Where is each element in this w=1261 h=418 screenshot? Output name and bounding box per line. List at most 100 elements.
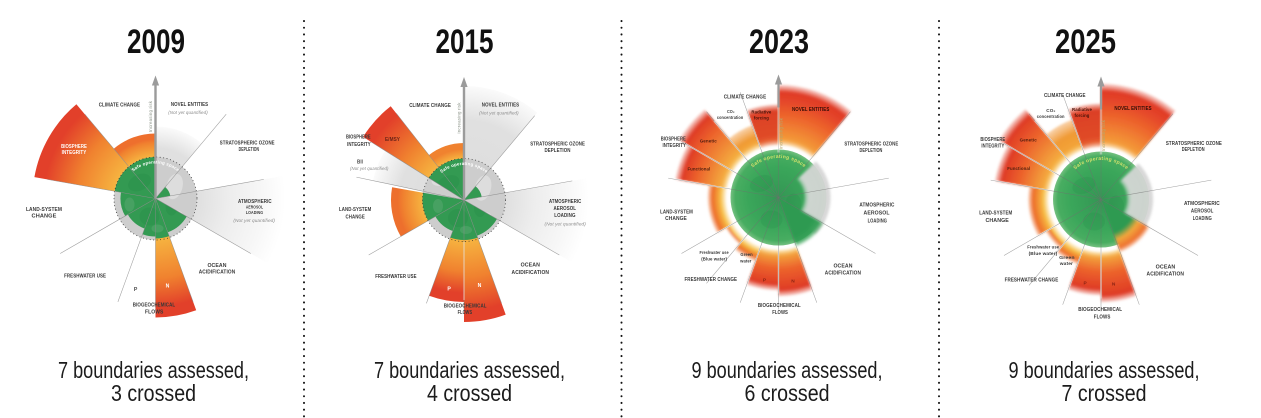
svg-text:ACIDIFICATION: ACIDIFICATION [1147, 272, 1185, 278]
svg-text:OCEAN: OCEAN [833, 264, 852, 270]
svg-text:BIOSPHERE: BIOSPHERE [661, 136, 686, 142]
svg-text:P: P [447, 287, 451, 293]
svg-text:(Blue water): (Blue water) [1029, 251, 1058, 256]
svg-text:N: N [166, 283, 170, 289]
svg-text:ATMOSPHERIC: ATMOSPHERIC [549, 199, 581, 205]
svg-text:(Not yet quantified): (Not yet quantified) [479, 111, 519, 116]
svg-text:LAND-SYSTEM: LAND-SYSTEM [26, 207, 62, 213]
svg-text:BII: BII [357, 159, 363, 165]
svg-text:STRATOSPHERIC OZONE: STRATOSPHERIC OZONE [220, 141, 275, 147]
svg-text:ATMOSPHERIC: ATMOSPHERIC [238, 199, 272, 205]
svg-text:BIOGEOCHEMICAL: BIOGEOCHEMICAL [1078, 307, 1122, 313]
svg-text:STRATOSPHERIC OZONE: STRATOSPHERIC OZONE [530, 142, 585, 148]
svg-text:Increasing risk: Increasing risk [1101, 119, 1106, 151]
svg-text:OCEAN: OCEAN [207, 263, 226, 269]
svg-text:CO₂: CO₂ [727, 109, 735, 115]
svg-text:2025: 2025 [1055, 23, 1116, 61]
svg-text:CHANGE: CHANGE [32, 214, 57, 220]
svg-text:Genetic: Genetic [1020, 138, 1037, 144]
svg-text:(Not yet quantified): (Not yet quantified) [545, 221, 587, 226]
svg-text:7 boundaries assessed,: 7 boundaries assessed, [374, 357, 565, 383]
svg-text:N: N [791, 279, 795, 285]
svg-text:BIOGEOCHEMICAL: BIOGEOCHEMICAL [133, 302, 176, 308]
svg-text:DEPLETION: DEPLETION [239, 147, 260, 153]
svg-text:ACIDIFICATION: ACIDIFICATION [825, 271, 861, 277]
svg-text:INTEGRITY: INTEGRITY [981, 144, 1004, 150]
svg-text:P: P [763, 278, 767, 284]
svg-text:Radiative: Radiative [1072, 107, 1092, 113]
svg-text:BIOGEOCHEMICAL: BIOGEOCHEMICAL [444, 304, 487, 310]
svg-text:NOVEL ENTITIES: NOVEL ENTITIES [1114, 106, 1151, 112]
svg-text:DEPLETION: DEPLETION [1182, 147, 1205, 153]
svg-text:INTEGRITY: INTEGRITY [347, 142, 371, 148]
svg-text:concentration: concentration [717, 115, 743, 121]
svg-text:LAND-SYSTEM: LAND-SYSTEM [660, 209, 693, 215]
svg-text:FRESHWATER USE: FRESHWATER USE [375, 274, 417, 280]
svg-text:7 crossed: 7 crossed [1062, 380, 1147, 406]
svg-text:Radiative: Radiative [751, 110, 771, 116]
svg-text:FRESHWATER CHANGE: FRESHWATER CHANGE [685, 277, 738, 283]
svg-text:(Not yet quantified): (Not yet quantified) [233, 218, 275, 223]
svg-text:NOVEL ENTITIES: NOVEL ENTITIES [792, 107, 829, 113]
svg-text:6 crossed: 6 crossed [745, 380, 830, 406]
svg-text:Genetic: Genetic [700, 139, 717, 145]
svg-text:(Not yet quantified): (Not yet quantified) [350, 166, 389, 171]
svg-text:BIOGEOCHEMICAL: BIOGEOCHEMICAL [758, 303, 801, 309]
svg-text:3 crossed: 3 crossed [111, 380, 196, 406]
svg-text:Increasing risk: Increasing risk [457, 102, 462, 134]
svg-text:LAND-SYSTEM: LAND-SYSTEM [339, 207, 371, 213]
svg-text:CHANGE: CHANGE [986, 218, 1009, 224]
svg-text:CHANGE: CHANGE [665, 216, 687, 222]
svg-text:CHANGE: CHANGE [346, 215, 366, 221]
svg-text:FLOWS: FLOWS [1094, 315, 1111, 321]
svg-text:Green: Green [740, 252, 752, 257]
svg-text:INTEGRITY: INTEGRITY [62, 150, 87, 156]
svg-text:FLOWS: FLOWS [458, 310, 473, 316]
svg-text:ACIDIFICATION: ACIDIFICATION [512, 270, 550, 276]
svg-text:ATMOSPHERIC: ATMOSPHERIC [1184, 201, 1220, 207]
svg-text:AEROSOL: AEROSOL [554, 206, 577, 212]
svg-text:Functional: Functional [687, 167, 710, 173]
svg-text:N: N [1112, 282, 1116, 288]
svg-text:CLIMATE CHANGE: CLIMATE CHANGE [1044, 93, 1086, 99]
svg-text:E/MSY: E/MSY [385, 137, 400, 143]
svg-text:Functional: Functional [1007, 166, 1030, 172]
svg-text:2023: 2023 [749, 23, 809, 61]
svg-text:2015: 2015 [436, 23, 494, 61]
svg-text:LOADING: LOADING [246, 210, 264, 215]
svg-text:AEROSOL: AEROSOL [864, 210, 891, 216]
svg-text:forcing: forcing [1075, 113, 1090, 119]
svg-text:INTEGRITY: INTEGRITY [662, 143, 686, 149]
svg-text:FLOWS: FLOWS [772, 310, 788, 316]
svg-text:STRATOSPHERIC OZONE: STRATOSPHERIC OZONE [1166, 141, 1222, 147]
svg-text:Increasing risk: Increasing risk [778, 117, 783, 149]
svg-text:BIOSPHERE: BIOSPHERE [346, 134, 371, 140]
svg-text:LAND-SYSTEM: LAND-SYSTEM [979, 211, 1012, 217]
svg-text:Freshwater use: Freshwater use [700, 250, 729, 255]
svg-text:OCEAN: OCEAN [1156, 264, 1176, 270]
svg-text:BIOSPHERE: BIOSPHERE [980, 137, 1005, 143]
svg-text:DEPLETION: DEPLETION [860, 148, 883, 154]
svg-text:FLOWS: FLOWS [145, 309, 164, 315]
svg-text:CLIMATE CHANGE: CLIMATE CHANGE [409, 103, 451, 109]
svg-text:ACIDIFICATION: ACIDIFICATION [199, 269, 236, 275]
svg-text:P: P [1083, 281, 1087, 287]
svg-text:(Blue water): (Blue water) [701, 256, 727, 261]
svg-text:CLIMATE CHANGE: CLIMATE CHANGE [99, 102, 141, 108]
svg-text:NOVEL ENTITIES: NOVEL ENTITIES [171, 102, 208, 108]
svg-text:Freshwater use: Freshwater use [1027, 245, 1059, 250]
svg-text:2009: 2009 [127, 23, 185, 61]
svg-text:LOADING: LOADING [868, 218, 887, 224]
svg-text:OCEAN: OCEAN [521, 263, 540, 269]
svg-text:Green: Green [1059, 255, 1075, 260]
svg-text:water: water [1059, 261, 1073, 266]
svg-text:LOADING: LOADING [1193, 216, 1212, 222]
svg-text:Increasing risk: Increasing risk [148, 100, 153, 132]
svg-text:BIOSPHERE: BIOSPHERE [61, 144, 87, 150]
svg-text:LOADING: LOADING [554, 213, 575, 219]
svg-text:AEROSOL: AEROSOL [1191, 209, 1214, 215]
svg-text:CLIMATE CHANGE: CLIMATE CHANGE [724, 94, 767, 100]
svg-text:7 boundaries assessed,: 7 boundaries assessed, [58, 357, 249, 383]
svg-text:DEPLETION: DEPLETION [544, 148, 570, 154]
svg-text:N: N [478, 283, 482, 289]
